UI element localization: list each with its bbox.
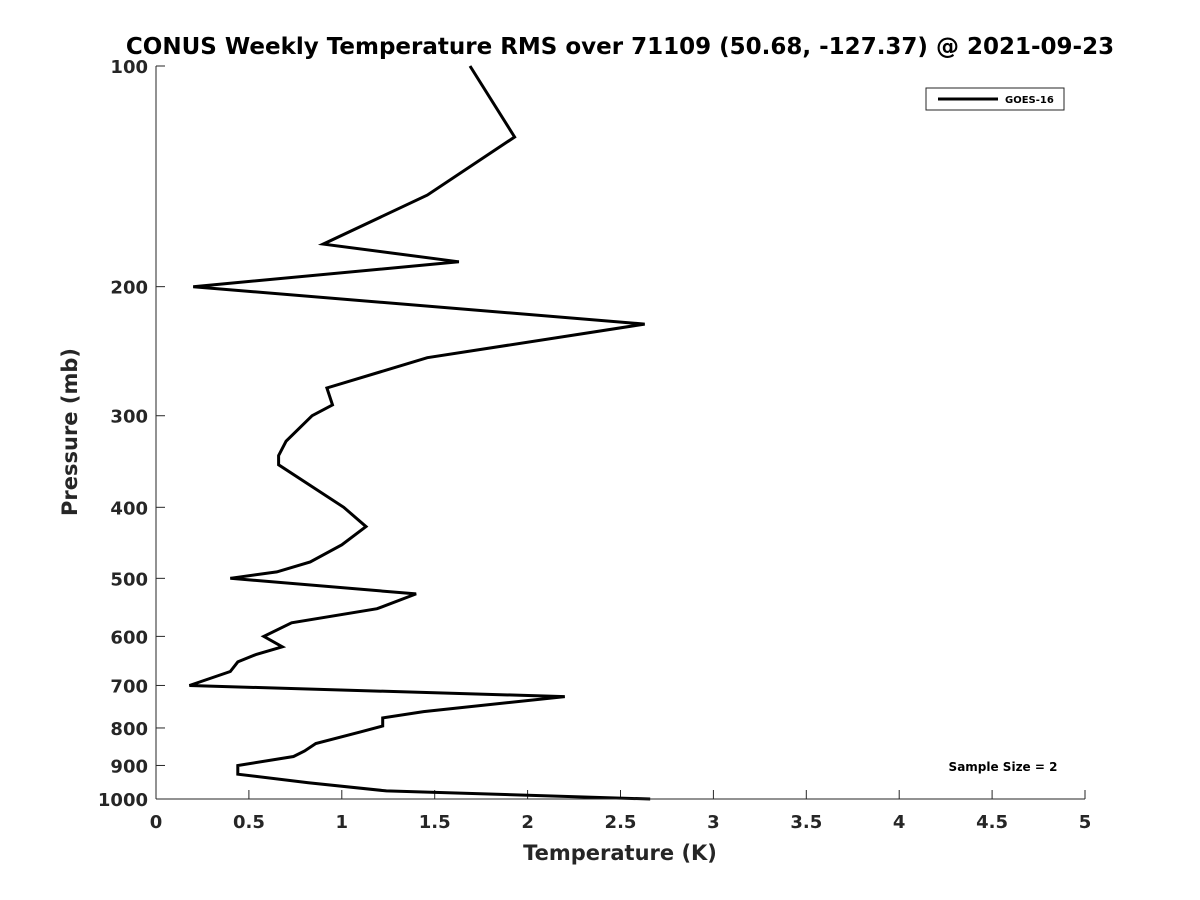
y-tick-label: 100 (110, 57, 148, 78)
y-tick-label: 900 (110, 756, 148, 777)
x-tick-label: 4.5 (976, 812, 1008, 833)
y-tick-label: 500 (110, 569, 148, 590)
x-tick-label: 4 (893, 812, 906, 833)
x-tick-label: 2.5 (605, 812, 637, 833)
x-tick-label: 3 (707, 812, 720, 833)
y-tick-label: 800 (110, 719, 148, 740)
axes (155, 66, 1085, 800)
y-tick-label: 700 (110, 676, 148, 697)
x-tick-label: 0.5 (233, 812, 265, 833)
y-tick-label: 600 (110, 627, 148, 648)
legend: GOES-16 (925, 87, 1065, 111)
x-axis-label: Temperature (K) (523, 841, 717, 865)
y-axis-ticks: 100 200 300 400 500 600 700 800 900 1000 (98, 57, 165, 811)
x-tick-label: 5 (1079, 812, 1092, 833)
x-tick-label: 0 (150, 812, 163, 833)
y-tick-label: 1000 (98, 790, 148, 811)
x-tick-label: 1 (336, 812, 349, 833)
legend-label-goes-16: GOES-16 (1005, 95, 1054, 106)
y-tick-label: 400 (110, 498, 148, 519)
x-tick-label: 3.5 (790, 812, 822, 833)
y-tick-label: 200 (110, 278, 148, 299)
series-layer (188, 65, 651, 801)
y-tick-label: 300 (110, 407, 148, 428)
x-tick-label: 2 (521, 812, 534, 833)
y-axis-label: Pressure (mb) (58, 348, 82, 516)
sample-size-annotation: Sample Size = 2 (949, 760, 1058, 774)
x-axis-ticks: 0 0.5 1 1.5 2 2.5 3 3.5 4 4.5 5 (150, 790, 1092, 833)
chart-title: CONUS Weekly Temperature RMS over 71109 … (126, 34, 1114, 60)
series-line-goes-16 (188, 65, 651, 801)
x-tick-label: 1.5 (419, 812, 451, 833)
